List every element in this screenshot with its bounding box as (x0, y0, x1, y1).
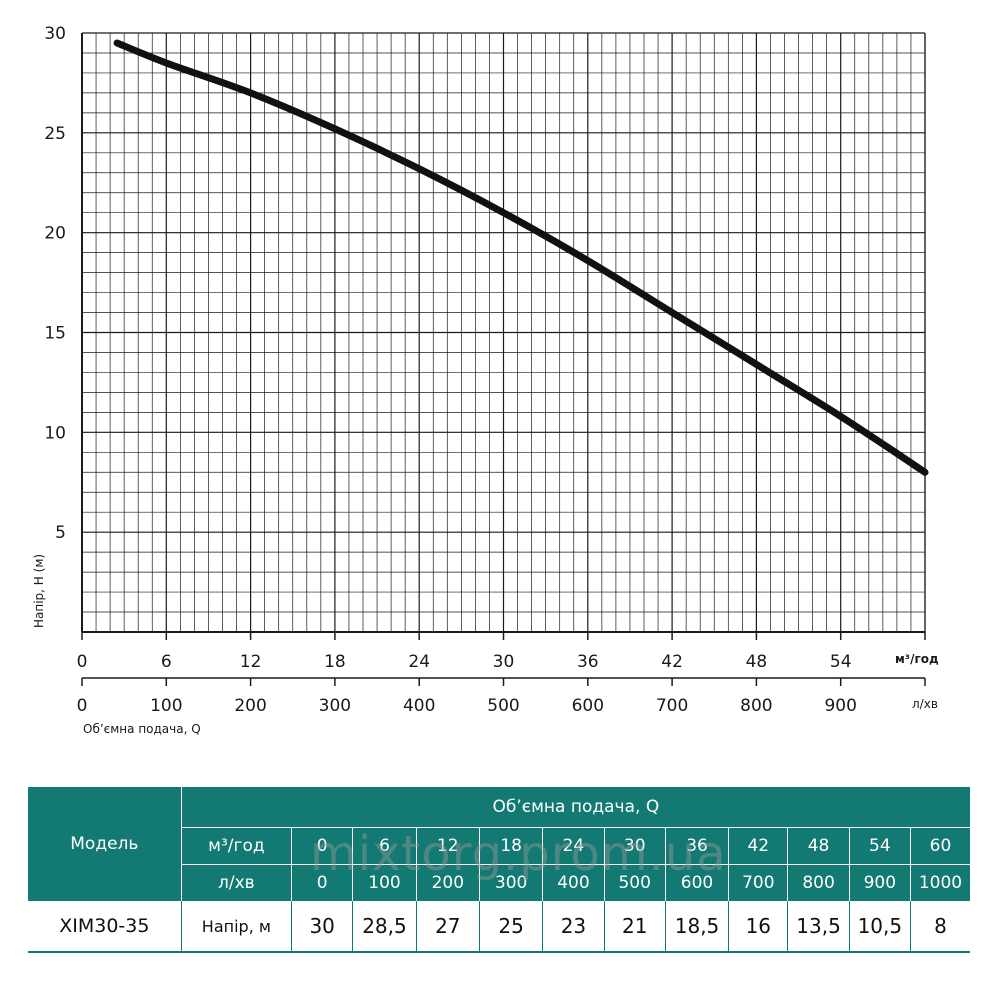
x-tick-label-secondary: 100 (150, 696, 182, 716)
x-tick-labels-secondary: 0 100 200 300 400 500 600 700 800 900 (77, 696, 857, 716)
head-value-cell: 23 (542, 901, 605, 953)
flow-m3h-cell: 12 (415, 827, 480, 865)
y-tick-label: 10 (44, 423, 66, 443)
head-value-cell: 30 (291, 901, 353, 953)
flow-lpm-cell: 1000 (909, 864, 970, 901)
x-tick-label: 48 (746, 652, 768, 672)
x-tick-label-secondary: 0 (77, 696, 88, 716)
x-tick-label-secondary: 400 (403, 696, 435, 716)
x-tick-label: 0 (77, 652, 88, 672)
x-tick-label: 42 (661, 652, 683, 672)
flow-m3h-cell: 30 (603, 827, 666, 865)
chart-grid (81, 32, 926, 633)
y-tick-labels: 5 10 15 20 25 30 (44, 24, 66, 543)
x-tick-label-secondary: 800 (740, 696, 772, 716)
x-tick-label: 30 (493, 652, 515, 672)
model-name: XIM30-35 (28, 901, 182, 953)
y-axis-title: Напір, H (м) (32, 554, 46, 628)
flow-m3h-cell: 54 (848, 827, 911, 865)
flow-m3h-cell: 36 (664, 827, 729, 865)
x-tick-label: 12 (240, 652, 262, 672)
flow-lpm-cell: 700 (728, 864, 788, 901)
flow-lpm-row: л/хв 0 100 200 300 400 500 600 700 800 900 1000 (28, 864, 970, 901)
x-axis-title: Об’ємна подача, Q (83, 722, 201, 736)
flow-m3h-cell: 60 (909, 827, 970, 865)
x-tick-label: 54 (830, 652, 852, 672)
flow-m3h-cell: 18 (478, 827, 543, 865)
y-tick-label: 5 (55, 523, 66, 543)
x-tick-label-secondary: 900 (824, 696, 856, 716)
model-header: Модель (28, 787, 182, 901)
head-row: XIM30-35 Напір, м 30 28,5 27 25 23 21 18,5 16 13… (28, 901, 970, 953)
head-value-cell: 18,5 (664, 901, 729, 953)
y-tick-label: 20 (44, 224, 66, 244)
head-value-cell: 25 (478, 901, 543, 953)
x-tick-label: 18 (324, 652, 346, 672)
head-value-cell: 16 (728, 901, 788, 953)
y-tick-label: 30 (44, 24, 66, 44)
head-value-cell: 8 (909, 901, 970, 953)
flow-m3h-row: м³/год 0 6 12 18 24 30 36 42 48 54 60 (28, 827, 970, 865)
flow-m3h-cell: 42 (728, 827, 788, 865)
row-label-lpm: л/хв (180, 864, 292, 901)
x-tick-label-secondary: 600 (572, 696, 604, 716)
flow-lpm-cell: 300 (478, 864, 543, 901)
x-tick-label-secondary: 200 (234, 696, 266, 716)
x-tick-label: 36 (577, 652, 599, 672)
y-tick-label: 15 (44, 324, 66, 344)
y-tick-label: 25 (44, 124, 66, 144)
head-value-cell: 10,5 (848, 901, 911, 953)
performance-table: Модель Об’ємна подача, Q м³/год 0 6 12 18 24… (28, 787, 970, 953)
flow-m3h-cell: 6 (352, 827, 417, 865)
x-tick-label-secondary: 500 (487, 696, 519, 716)
row-label-m3h: м³/год (180, 827, 292, 865)
pump-curve-chart: 5 10 15 20 25 30 0 6 12 18 24 30 36 42 48 54 0 100 200 30… (32, 24, 939, 736)
flow-lpm-cell: 400 (542, 864, 605, 901)
head-value-cell: 13,5 (787, 901, 850, 953)
x-tick-label-secondary: 700 (656, 696, 688, 716)
flow-lpm-cell: 600 (664, 864, 729, 901)
flow-lpm-cell: 500 (603, 864, 666, 901)
x-tick-labels-primary: 0 6 12 18 24 30 36 42 48 54 (77, 652, 852, 672)
flow-lpm-cell: 200 (415, 864, 480, 901)
x-unit-secondary: л/хв (912, 697, 938, 711)
head-value-cell: 27 (415, 901, 480, 953)
flow-header: Об’ємна подача, Q (181, 787, 970, 828)
x-tick-label-secondary: 300 (319, 696, 351, 716)
flow-m3h-cell: 48 (787, 827, 850, 865)
flow-lpm-cell: 800 (787, 864, 850, 901)
flow-lpm-cell: 0 (291, 864, 353, 901)
chart-axes (81, 33, 926, 686)
head-value-cell: 21 (603, 901, 666, 953)
head-value-cell: 28,5 (352, 901, 417, 953)
flow-lpm-cell: 100 (352, 864, 417, 901)
x-unit-primary: м³/год (895, 652, 939, 666)
head-label: Напір, м (180, 901, 292, 953)
x-tick-label: 6 (161, 652, 172, 672)
x-tick-label: 24 (408, 652, 430, 672)
flow-m3h-cell: 0 (291, 827, 353, 865)
head-flow-curve (113, 39, 929, 476)
flow-m3h-cell: 24 (542, 827, 605, 865)
flow-lpm-cell: 900 (848, 864, 911, 901)
